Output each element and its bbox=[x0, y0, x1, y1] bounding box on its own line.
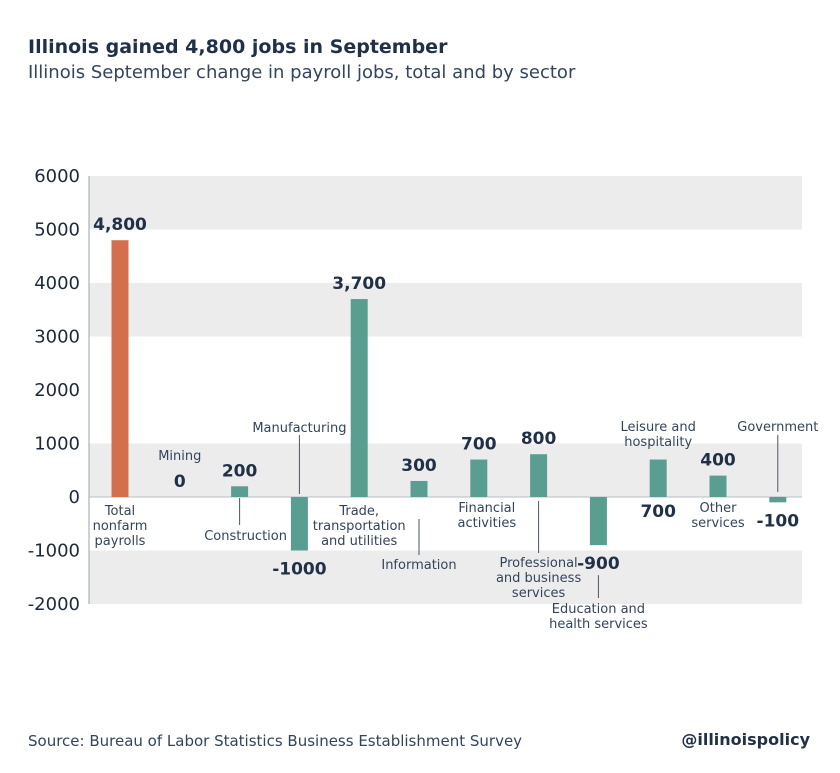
category-label: payrolls bbox=[95, 534, 146, 549]
bar bbox=[470, 459, 488, 497]
category-label: Government bbox=[737, 420, 818, 435]
bar bbox=[709, 475, 727, 497]
category-label: nonfarm bbox=[93, 519, 148, 534]
category-label: services bbox=[691, 516, 745, 531]
y-tick-label: 3000 bbox=[34, 327, 80, 348]
bar bbox=[530, 454, 548, 497]
category-label: hospitality bbox=[624, 435, 692, 450]
data-label: 700 bbox=[461, 435, 497, 455]
category-label: Financial bbox=[458, 501, 515, 516]
source-note: Source: Bureau of Labor Statistics Busin… bbox=[28, 732, 523, 750]
chart-title: Illinois gained 4,800 jobs in September bbox=[28, 36, 448, 58]
bar bbox=[769, 497, 787, 503]
category-label: Mining bbox=[158, 449, 201, 464]
category-label: Professional bbox=[500, 556, 578, 571]
data-label: 4,800 bbox=[93, 215, 147, 235]
bar bbox=[350, 299, 368, 497]
category-label: Other bbox=[700, 501, 738, 516]
category-label: activities bbox=[457, 516, 516, 531]
y-tick-label: -2000 bbox=[28, 594, 80, 615]
y-tick-label: 6000 bbox=[34, 166, 80, 187]
category-label: Manufacturing bbox=[252, 421, 346, 436]
y-tick-label: 5000 bbox=[34, 220, 80, 241]
social-handle: @illinoispolicy bbox=[681, 730, 810, 749]
bar bbox=[111, 240, 129, 497]
bar bbox=[410, 480, 428, 497]
grid-band bbox=[89, 283, 802, 337]
bar bbox=[589, 497, 607, 546]
y-tick-label: 0 bbox=[69, 487, 80, 508]
category-label: health services bbox=[549, 617, 648, 632]
bar bbox=[649, 459, 667, 497]
category-label: Education and bbox=[552, 602, 645, 617]
bar bbox=[290, 497, 308, 551]
category-label: Construction bbox=[204, 529, 287, 544]
category-label: Total bbox=[104, 504, 135, 519]
category-label: Trade, bbox=[338, 504, 379, 519]
category-label: and utilities bbox=[321, 534, 397, 549]
category-label: transportation bbox=[313, 519, 406, 534]
data-label: -900 bbox=[577, 554, 620, 574]
data-label: 200 bbox=[222, 461, 258, 481]
bar bbox=[231, 486, 249, 497]
chart-subtitle: Illinois September change in payroll job… bbox=[28, 62, 576, 83]
data-label: 400 bbox=[700, 451, 736, 471]
y-tick-label: 4000 bbox=[34, 273, 80, 294]
y-tick-label: 2000 bbox=[34, 380, 80, 401]
category-label: and business bbox=[496, 571, 581, 586]
category-label: Information bbox=[381, 558, 456, 573]
data-label: -100 bbox=[757, 511, 800, 531]
y-tick-label: 1000 bbox=[34, 434, 80, 455]
data-label: 800 bbox=[521, 429, 557, 449]
grid-band bbox=[89, 176, 802, 230]
data-label: 0 bbox=[174, 472, 186, 492]
grid-band bbox=[89, 443, 802, 497]
y-tick-label: -1000 bbox=[28, 541, 80, 562]
data-label: 300 bbox=[401, 456, 437, 476]
data-label: 700 bbox=[640, 502, 676, 522]
data-label: 3,700 bbox=[332, 274, 386, 294]
category-label: Leisure and bbox=[621, 420, 696, 435]
data-label: -1000 bbox=[272, 560, 327, 580]
category-label: services bbox=[512, 586, 566, 601]
grid-band bbox=[89, 550, 802, 604]
